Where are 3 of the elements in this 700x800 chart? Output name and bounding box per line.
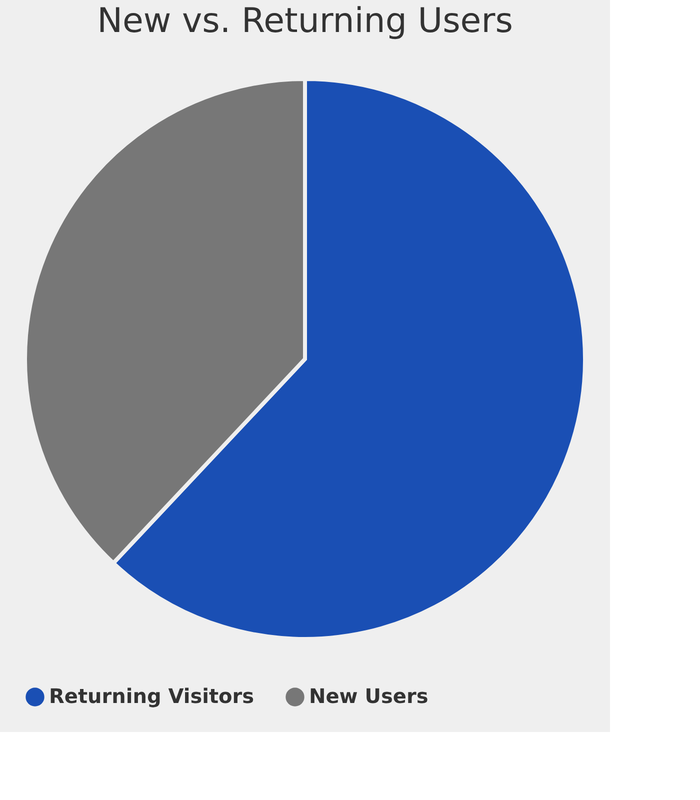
legend-label: Returning Visitors: [49, 684, 254, 708]
chart-title: New vs. Returning Users: [97, 1, 513, 41]
legend-label: New Users: [309, 684, 428, 708]
